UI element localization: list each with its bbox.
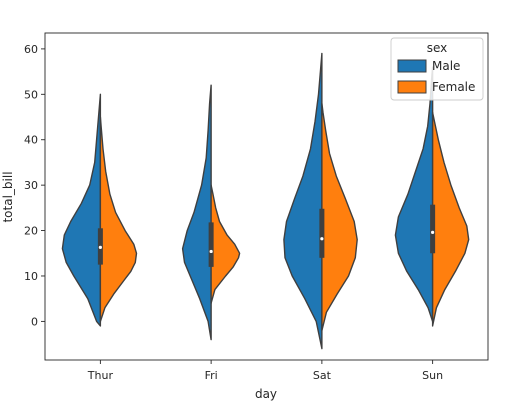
x-tick-label-sat: Sat bbox=[313, 369, 332, 382]
violin-male-fri bbox=[181, 84, 212, 341]
y-tick-label-20: 20 bbox=[24, 225, 38, 238]
legend-label-male: Male bbox=[432, 59, 460, 73]
legend-label-female: Female bbox=[432, 80, 475, 94]
violin-male-thur bbox=[61, 93, 102, 327]
median-dot-sun bbox=[431, 230, 435, 234]
median-dot-fri bbox=[209, 249, 213, 254]
y-tick-label-40: 40 bbox=[24, 134, 38, 147]
y-tick-label-30: 30 bbox=[24, 179, 38, 192]
legend-items: Male Female bbox=[397, 59, 475, 94]
violin-female-thur bbox=[99, 116, 138, 323]
y-tick-label-10: 10 bbox=[24, 270, 38, 283]
y-tick-label-0: 0 bbox=[31, 315, 38, 328]
violin-male-sat bbox=[283, 52, 323, 350]
median-dot-sat bbox=[320, 237, 324, 241]
violins-layer bbox=[61, 52, 470, 350]
plot-frame bbox=[44, 32, 489, 361]
axes-layer: 0 10 20 30 40 50 60 Thur Fri Sat Sun bbox=[24, 43, 443, 382]
inner-box-layer bbox=[97, 204, 436, 267]
x-axis-label: day bbox=[255, 387, 277, 401]
y-axis-label: total_bill bbox=[1, 171, 15, 222]
y-tick-label-60: 60 bbox=[24, 43, 38, 56]
legend-swatch-male bbox=[397, 59, 427, 73]
legend-title: sex bbox=[427, 41, 448, 55]
x-tick-label-sun: Sun bbox=[422, 369, 443, 382]
violin-female-fri bbox=[210, 184, 241, 304]
violin-female-sat bbox=[321, 102, 358, 332]
x-tick-label-thur: Thur bbox=[87, 369, 114, 382]
y-tick-label-50: 50 bbox=[24, 88, 38, 101]
x-tick-label-fri: Fri bbox=[205, 369, 218, 382]
legend-swatch-female bbox=[397, 80, 427, 94]
iqr-box-sun bbox=[430, 204, 436, 254]
violin-female-sun bbox=[431, 111, 470, 327]
iqr-box-fri bbox=[208, 222, 214, 267]
median-dot-thur bbox=[98, 245, 102, 249]
legend: sex Male Female bbox=[390, 37, 484, 101]
iqr-box-sat bbox=[319, 208, 325, 258]
